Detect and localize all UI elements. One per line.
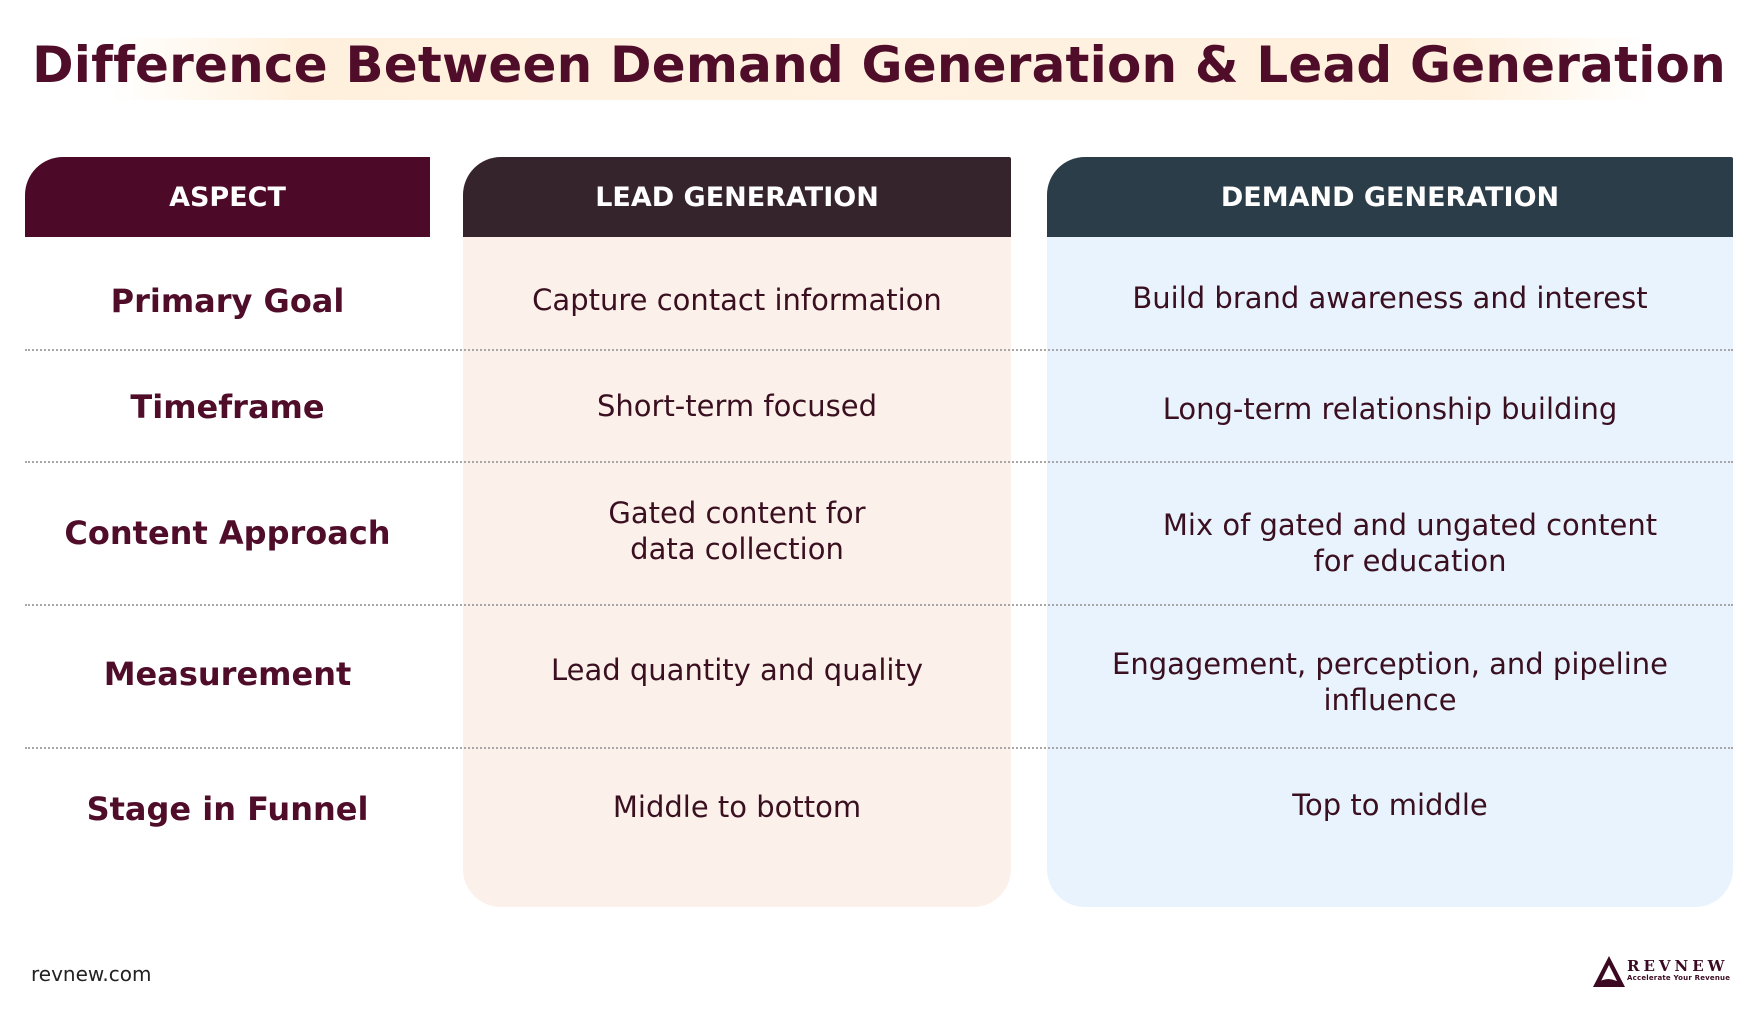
row-measurement-lead: Lead quantity and quality xyxy=(551,653,923,687)
revnew-logo-icon xyxy=(1593,956,1625,987)
row-divider xyxy=(25,604,1733,606)
demand-generation-column-header: DEMAND GENERATION xyxy=(1047,157,1733,237)
row-measurement-aspect: Measurement xyxy=(103,655,352,693)
row-primary-goal-lead: Capture contact information xyxy=(532,283,942,317)
row-content-approach-demand: Mix of gated and ungated content for edu… xyxy=(1162,508,1658,578)
row-divider xyxy=(25,349,1733,351)
row-measurement-demand: Engagement, perception, and pipeline inf… xyxy=(1112,647,1668,717)
row-timeframe-lead: Short-term focused xyxy=(596,389,878,423)
row-stage-in-funnel-lead: Middle to bottom xyxy=(612,790,862,824)
row-content-approach-aspect: Content Approach xyxy=(64,514,391,552)
logo-wordmark: REVNEW xyxy=(1627,957,1729,975)
aspect-column-header: ASPECT xyxy=(25,157,430,237)
row-stage-in-funnel-demand: Top to middle xyxy=(1292,788,1488,822)
row-primary-goal-aspect: Primary Goal xyxy=(110,282,345,320)
row-stage-in-funnel-aspect: Stage in Funnel xyxy=(86,790,369,828)
row-timeframe-aspect: Timeframe xyxy=(130,388,325,426)
row-divider xyxy=(25,747,1733,749)
footer-website-url: revnew.com xyxy=(31,962,152,986)
title-highlight xyxy=(110,38,1650,100)
row-primary-goal-demand: Build brand awareness and interest xyxy=(1132,281,1648,315)
lead-generation-column-header: LEAD GENERATION xyxy=(463,157,1011,237)
lead-column-background xyxy=(463,236,1011,907)
logo-tagline: Accelerate Your Revenue xyxy=(1627,974,1731,982)
row-timeframe-demand: Long-term relationship building xyxy=(1162,392,1618,426)
demand-column-background xyxy=(1047,236,1733,907)
page-title: Difference Between Demand Generation & L… xyxy=(32,36,1726,94)
row-content-approach-lead: Gated content for data collection xyxy=(608,496,866,566)
row-divider xyxy=(25,461,1733,463)
